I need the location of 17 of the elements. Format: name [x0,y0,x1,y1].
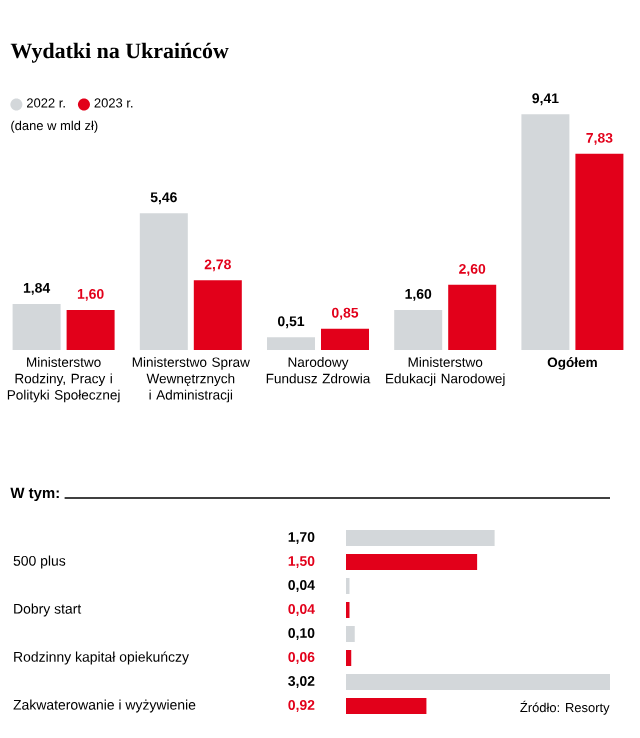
bar [448,284,497,350]
bar [66,309,115,350]
bar [346,530,495,546]
bar [193,280,242,350]
bar [321,328,369,350]
bar [346,554,478,570]
bar [346,674,610,690]
bar [139,213,188,350]
chart-title: Wydatki na Ukraińców [10,42,229,63]
bar [12,303,61,350]
bar [346,650,352,666]
bar [394,309,443,350]
bar [267,337,315,350]
bar [521,114,570,350]
bar [346,698,427,714]
bar [346,626,355,642]
bar [575,153,624,350]
